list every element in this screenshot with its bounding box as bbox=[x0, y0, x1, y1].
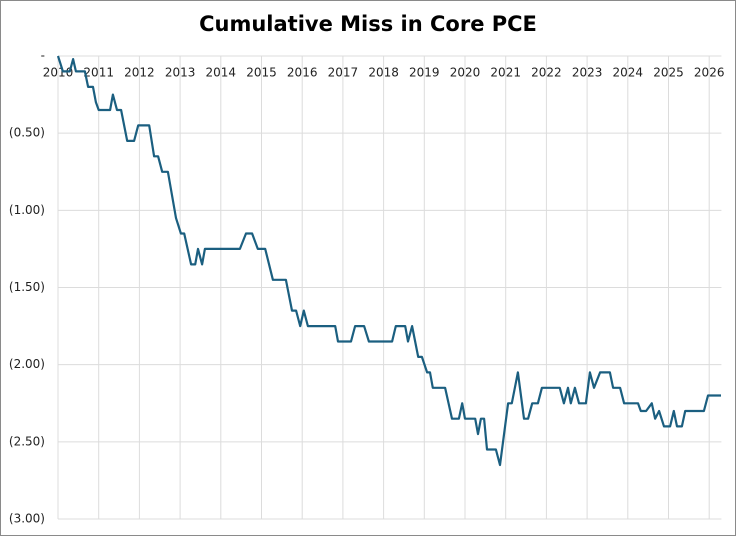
y-tick-label: (0.50) bbox=[9, 126, 45, 140]
x-tick-label: 2025 bbox=[653, 66, 684, 80]
x-tick-label: 2016 bbox=[287, 66, 318, 80]
x-tick-label: 2014 bbox=[206, 66, 237, 80]
x-tick-label: 2013 bbox=[165, 66, 196, 80]
y-tick-label: (3.00) bbox=[9, 512, 45, 526]
x-tick-label: 2018 bbox=[368, 66, 399, 80]
chart-title: Cumulative Miss in Core PCE bbox=[199, 12, 537, 36]
x-tick-label: 2026 bbox=[694, 66, 725, 80]
x-tick-label: 2021 bbox=[490, 66, 521, 80]
x-tick-label: 2010 bbox=[43, 66, 74, 80]
data-line bbox=[56, 55, 721, 467]
x-tick-label: 2023 bbox=[572, 66, 603, 80]
x-tick-label: 2019 bbox=[409, 66, 440, 80]
x-tick-label: 2024 bbox=[613, 66, 644, 80]
x-tick-label: 2022 bbox=[531, 66, 562, 80]
y-tick-label: (2.50) bbox=[9, 434, 45, 448]
y-tick-label: (1.00) bbox=[9, 203, 45, 217]
x-tick-label: 2011 bbox=[83, 66, 114, 80]
x-tick-label: 2015 bbox=[246, 66, 277, 80]
x-tick-label: 2012 bbox=[124, 66, 155, 80]
y-tick-label: (1.50) bbox=[9, 280, 45, 294]
x-tick-label: 2017 bbox=[328, 66, 359, 80]
y-tick-label: (2.00) bbox=[9, 357, 45, 371]
x-tick-label: 2020 bbox=[450, 66, 481, 80]
y-tick-label: - bbox=[41, 49, 45, 63]
